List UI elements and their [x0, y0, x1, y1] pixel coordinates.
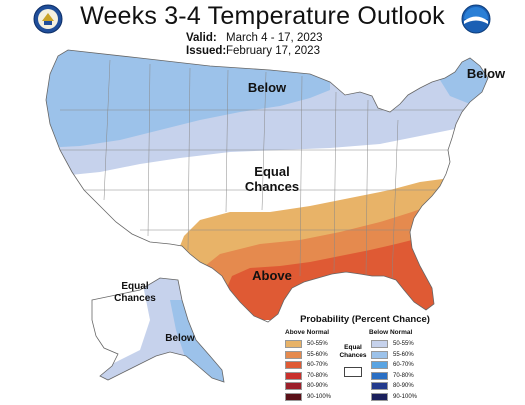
legend-equal-swatch — [344, 367, 362, 377]
conus-outline — [45, 49, 489, 323]
legend-below-header: Below Normal — [369, 329, 413, 336]
legend-equal-label-2: Chances — [339, 352, 367, 359]
noaa-logo-icon — [461, 4, 491, 34]
doc-seal-icon — [33, 4, 63, 34]
legend-below-swatch — [371, 371, 388, 380]
legend-equal-label-1: Equal — [344, 344, 362, 351]
legend-above-swatch — [285, 340, 302, 348]
label-above-south: Above — [252, 268, 292, 283]
issued-value: February 17, 2023 — [226, 45, 320, 57]
probability-legend: Probability (Percent Chance) Above Norma… — [283, 310, 523, 402]
legend-equal-label: Equal Chances — [337, 344, 369, 360]
legend-above-swatch — [285, 350, 302, 359]
legend-below-swatch — [371, 340, 388, 348]
legend-above-label: 55-60% — [307, 351, 328, 358]
issued-line: Issued:February 17, 2023 — [186, 45, 323, 58]
label-equal-main-2: Chances — [244, 179, 300, 194]
label-equal-ak-2: Chances — [114, 293, 156, 304]
legend-above-label: 50-55% — [307, 341, 328, 347]
label-equal-ak-1: Equal — [121, 281, 149, 292]
label-below-northeast: Below — [466, 66, 506, 81]
label-below-north: Below — [247, 80, 287, 95]
legend-below-label: 55-60% — [393, 351, 414, 358]
legend-above-label: 80-90% — [307, 383, 328, 389]
label-equal-chances-alaska: Equal Chances — [110, 281, 160, 305]
valid-value: March 4 - 17, 2023 — [226, 32, 323, 44]
legend-below-swatch — [371, 382, 388, 390]
legend-above-swatch — [285, 382, 302, 390]
legend-above-swatch — [285, 392, 302, 401]
legend-above-header: Above Normal — [285, 329, 330, 336]
legend-above-label: 90-100% — [307, 393, 332, 400]
legend-above-swatch — [285, 371, 302, 380]
legend-above-label: 70-80% — [307, 372, 328, 379]
legend-below-label: 90-100% — [393, 393, 418, 400]
legend-below-label: 50-55% — [393, 341, 414, 347]
issued-label: Issued: — [186, 45, 227, 57]
label-below-alaska: Below — [165, 333, 195, 344]
legend-below-label: 60-70% — [393, 362, 414, 368]
legend-below-swatch — [371, 361, 388, 369]
alaska-outline — [91, 277, 225, 383]
legend-title: Probability (Percent Chance) — [300, 314, 430, 325]
label-equal-main-1: Equal — [254, 164, 290, 179]
valid-line: Valid: March 4 - 17, 2023 — [186, 32, 323, 45]
date-block: Valid: March 4 - 17, 2023 Issued:February… — [186, 32, 323, 58]
page-title: Weeks 3-4 Temperature Outlook — [80, 2, 445, 30]
valid-label: Valid: — [186, 32, 217, 44]
label-equal-chances-main: Equal Chances — [240, 164, 304, 194]
legend-below-label: 80-90% — [393, 383, 414, 389]
legend-below-swatch — [371, 392, 388, 401]
legend-below-swatch — [371, 350, 388, 359]
legend-below-label: 70-80% — [393, 372, 414, 379]
legend-above-label: 60-70% — [307, 362, 328, 368]
legend-above-swatch — [285, 361, 302, 369]
